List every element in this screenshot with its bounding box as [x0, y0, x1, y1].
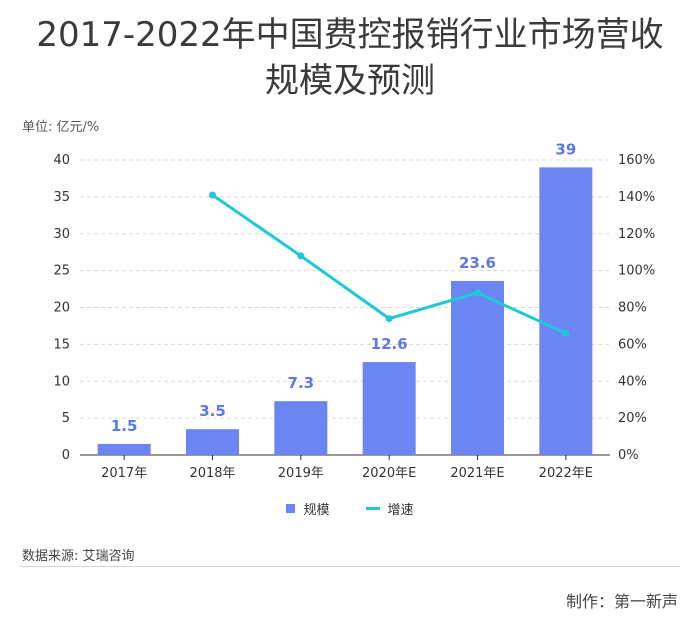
y-right-tick-label: 0%	[618, 448, 639, 463]
chart-title: 2017-2022年中国费控报销行业市场营收 规模及预测	[0, 12, 700, 104]
growth-point	[297, 252, 305, 260]
legend-line-label: 增速	[387, 503, 414, 518]
bar-data-label: 1.5	[111, 417, 138, 435]
bar	[451, 280, 504, 455]
legend-bar-label: 规模	[303, 503, 330, 518]
y-left-tick-label: 0	[62, 448, 70, 463]
credit: 制作：第一新声	[565, 592, 678, 611]
y-left-tick-label: 40	[53, 153, 70, 168]
y-left-tick-label: 25	[53, 264, 70, 279]
x-tick-label: 2020年E	[362, 466, 416, 481]
data-source: 数据来源: 艾瑞咨询	[22, 549, 135, 564]
growth-point	[385, 315, 393, 323]
growth-point	[562, 329, 570, 337]
x-tick-label: 2019年	[278, 466, 324, 481]
y-left-tick-label: 35	[53, 190, 70, 205]
bar	[97, 443, 151, 455]
x-tick-label: 2021年E	[450, 466, 504, 481]
growth-line	[211, 193, 567, 335]
y-right-tick-label: 100%	[618, 264, 655, 279]
growth-point	[209, 191, 216, 199]
x-tick-label: 2022年E	[539, 466, 593, 481]
y-right-tick-label: 40%	[618, 374, 647, 389]
y-right-tick-label: 80%	[618, 301, 647, 316]
y-left-tick-label: 5	[62, 411, 70, 426]
y-left-tick-label: 10	[53, 374, 70, 389]
chart-title-line-2: 规模及预测	[265, 61, 435, 101]
legend-line-swatch	[365, 507, 380, 510]
y-right-tick-label: 120%	[618, 227, 655, 242]
x-tick-label: 2017年	[101, 466, 147, 481]
y-right-tick-label: 160%	[618, 153, 655, 168]
y-right-tick-label: 60%	[618, 337, 647, 352]
legend-item-bar: 规模	[286, 499, 330, 518]
bar-data-label: 23.6	[459, 254, 496, 272]
y-left-tick-label: 30	[53, 227, 70, 242]
bar	[274, 401, 328, 455]
legend-bar-swatch	[286, 504, 296, 513]
bar-data-label: 39	[555, 140, 576, 158]
footer-divider	[20, 566, 680, 567]
bar-data-label: 12.6	[371, 335, 408, 353]
bar	[362, 362, 416, 455]
bar-data-label: 7.3	[288, 374, 315, 392]
legend-item-line: 增速	[365, 499, 414, 518]
chart-title-line-1: 2017-2022年中国费控报销行业市场营收	[36, 15, 664, 55]
legend: 规模 增速	[0, 499, 700, 518]
growth-point	[474, 289, 481, 297]
unit-label: 单位: 亿元/%	[22, 120, 100, 135]
y-left-tick-label: 20	[53, 301, 70, 316]
y-left-tick-label: 15	[53, 337, 70, 352]
x-tick-label: 2018年	[189, 466, 235, 481]
chart-plot: 0 5 10 15 20 25 30 35 40 0% 20% 40% 60% 80% 100% 120% 14…	[53, 140, 655, 481]
y-right-tick-label: 140%	[618, 190, 655, 205]
bar	[539, 167, 593, 455]
bar	[186, 429, 239, 455]
bar-data-label: 3.5	[199, 402, 226, 420]
y-right-tick-label: 20%	[618, 411, 647, 426]
